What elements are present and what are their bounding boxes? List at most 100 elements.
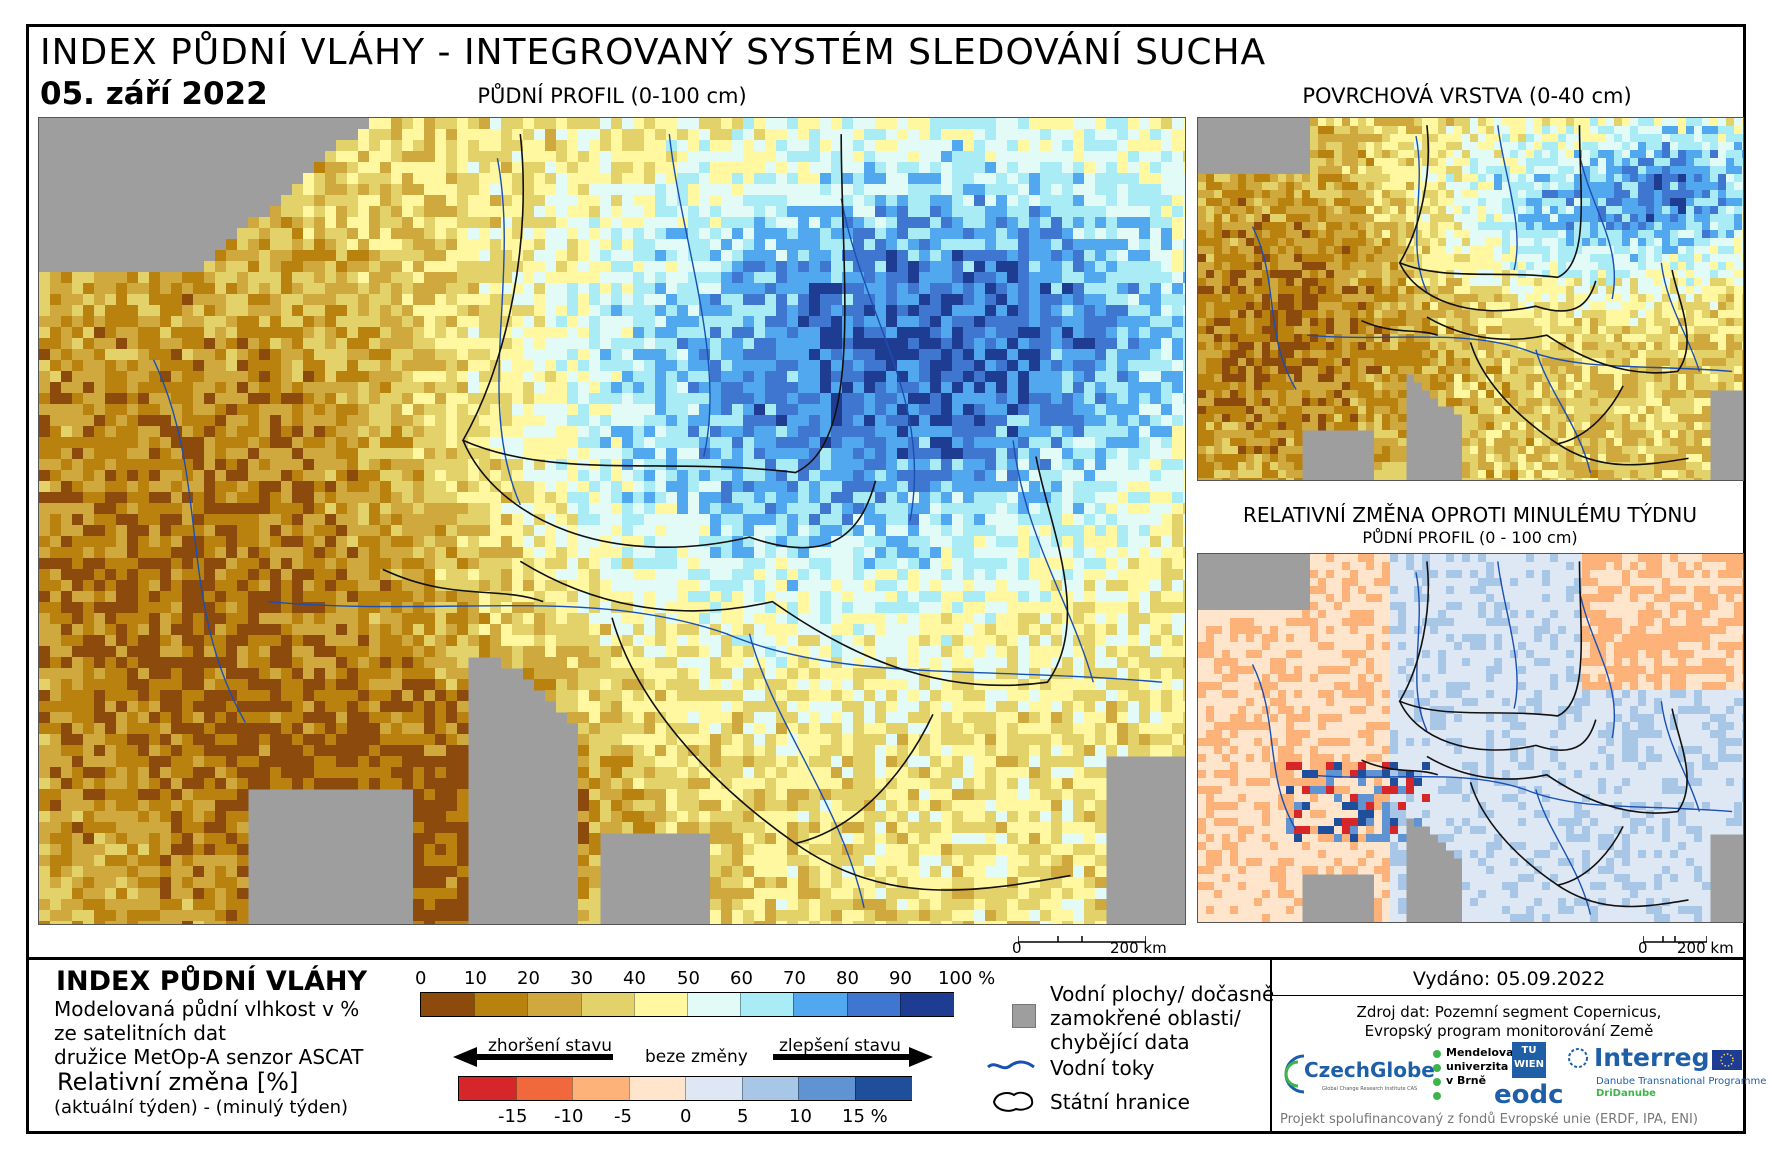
- change-color-swatch: [854, 1077, 912, 1100]
- surface-map-raster: [1198, 118, 1743, 480]
- index-tick: 30: [570, 968, 593, 989]
- legend-desc-1: Modelovaná půdní vlhkost v %: [54, 997, 360, 1021]
- main-scale-start: 0: [1012, 939, 1022, 957]
- change-tick: -15: [498, 1106, 528, 1127]
- index-color-swatch: [633, 993, 688, 1016]
- legend-title: INDEX PŮDNÍ VLÁHY: [56, 966, 368, 997]
- border-symbol: [990, 1088, 1036, 1114]
- surface-map-caption: POVRCHOVÁ VRSTVA (0-40 cm): [1302, 84, 1632, 108]
- river-symbol: [986, 1058, 1036, 1074]
- borders-label: Státní hranice: [1050, 1090, 1190, 1114]
- change-tick: 0: [680, 1106, 692, 1127]
- change-color-swatch: [515, 1077, 573, 1100]
- mendelu-line-2: univerzita: [1446, 1060, 1509, 1073]
- change-tick: 15 %: [842, 1106, 888, 1127]
- index-tick: 50: [677, 968, 700, 989]
- water-bodies-swatch: [1012, 1004, 1036, 1028]
- index-tick: 90: [889, 968, 912, 989]
- legend-divider: [26, 957, 1746, 960]
- index-color-bar: [420, 992, 954, 1017]
- change-scale-end: 200 km: [1677, 939, 1734, 957]
- interreg-text: Interreg: [1594, 1043, 1710, 1072]
- info-divider: [1270, 957, 1272, 1134]
- better-label: zlepšení stavu: [779, 1036, 901, 1056]
- change-color-swatch: [741, 1077, 799, 1100]
- tuwien-text: TU WIEN: [1514, 1045, 1544, 1070]
- surface-map-borders: [1361, 125, 1689, 466]
- tuwien-logo: TU WIEN: [1512, 1042, 1546, 1078]
- change-color-bar: [458, 1076, 912, 1101]
- change-tick: 10: [789, 1106, 812, 1127]
- page-title: INDEX PŮDNÍ VLÁHY - INTEGROVANÝ SYSTÉM S…: [40, 32, 1267, 73]
- water-bodies-label-1: Vodní plochy/ dočasně: [1050, 982, 1275, 1006]
- change-color-swatch: [572, 1077, 630, 1100]
- legend-change-desc: (aktuální týden) - (minulý týden): [54, 1097, 349, 1118]
- change-map-raster: [1198, 554, 1743, 922]
- czechglobe-text: CzechGlobe: [1304, 1058, 1435, 1082]
- index-color-swatch: [580, 993, 635, 1016]
- source-line-1: Zdroj dat: Pozemní segment Copernicus,: [1356, 1003, 1662, 1021]
- weekly-change-map: [1197, 553, 1744, 923]
- index-tick: 0: [415, 968, 427, 989]
- index-tick: 100 %: [938, 968, 996, 989]
- change-map-caption: RELATIVNÍ ZMĚNA OPROTI MINULÉMU TÝDNU: [1242, 503, 1697, 527]
- change-color-swatch: [798, 1077, 856, 1100]
- main-scale-end: 200 km: [1110, 939, 1167, 957]
- index-tick: 40: [623, 968, 646, 989]
- index-color-swatch: [527, 993, 582, 1016]
- source-line-2: Evropský program monitorování Země: [1364, 1022, 1654, 1040]
- change-tick-row: -15 -10 -5 0 5 10 15 %: [458, 1106, 928, 1128]
- main-map-rivers: [152, 134, 1163, 909]
- surface-soil-moisture-map: [1197, 117, 1744, 481]
- change-scale-bar: [1642, 929, 1708, 943]
- change-arrows: [453, 1042, 933, 1072]
- index-color-swatch: [687, 993, 742, 1016]
- nochange-label: beze změny: [645, 1047, 748, 1067]
- funding-note: Projekt spolufinancovaný z fondů Evropsk…: [1280, 1112, 1698, 1127]
- index-tick: 60: [730, 968, 753, 989]
- main-soil-moisture-map: [38, 117, 1186, 925]
- index-tick: 70: [783, 968, 806, 989]
- index-color-swatch: [846, 993, 901, 1016]
- legend-desc-3: družice MetOp-A senzor ASCAT: [54, 1045, 364, 1069]
- worse-label: zhoršení stavu: [488, 1036, 613, 1056]
- change-tick: -5: [614, 1106, 632, 1127]
- interreg-sub-2: DriDanube: [1596, 1088, 1656, 1099]
- issue-date-heading: 05. září 2022: [40, 76, 268, 112]
- mendelu-logo: Mendelova univerzita v Brně: [1432, 1046, 1514, 1116]
- change-map-borders: [1361, 561, 1689, 908]
- change-tick: -10: [554, 1106, 584, 1127]
- main-map-borders: [382, 134, 1071, 891]
- czechglobe-subtext: Global Change Research Institute CAS: [1322, 1086, 1418, 1092]
- index-tick-row: 0 10 20 30 40 50 60 70 80 90 100 %: [412, 968, 1012, 990]
- main-map-raster: [39, 118, 1185, 924]
- change-color-swatch: [628, 1077, 686, 1100]
- index-color-swatch: [899, 993, 954, 1016]
- index-color-swatch: [740, 993, 795, 1016]
- rivers-label: Vodní toky: [1050, 1056, 1155, 1080]
- mendelu-line-3: v Brně: [1446, 1074, 1487, 1087]
- index-tick: 20: [517, 968, 540, 989]
- change-map-rivers: [1251, 561, 1733, 915]
- water-bodies-label-3: chybějící data: [1050, 1030, 1190, 1054]
- index-color-swatch: [793, 993, 848, 1016]
- change-tick: 5: [737, 1106, 749, 1127]
- interreg-sub-1: Danube Transnational Programme: [1596, 1076, 1767, 1087]
- index-color-swatch: [474, 993, 529, 1016]
- index-color-swatch: [421, 993, 475, 1016]
- change-color-swatch: [459, 1077, 516, 1100]
- mendelu-line-1: Mendelova: [1446, 1046, 1514, 1059]
- index-tick: 80: [836, 968, 859, 989]
- eodc-logo: eodc: [1494, 1080, 1564, 1110]
- main-scale-bar: [1017, 929, 1147, 943]
- legend-desc-2: ze satelitních dat: [54, 1021, 226, 1045]
- change-scale-start: 0: [1638, 939, 1648, 957]
- legend-change-title: Relativní změna [%]: [57, 1068, 299, 1096]
- change-color-swatch: [685, 1077, 743, 1100]
- main-map-caption: PŮDNÍ PROFIL (0-100 cm): [477, 84, 747, 108]
- issued-date: Vydáno: 05.09.2022: [1412, 968, 1606, 990]
- issued-underline: [1272, 995, 1746, 996]
- index-tick: 10: [464, 968, 487, 989]
- interreg-logo: Interreg Danube Transnational Programme …: [1566, 1040, 1766, 1114]
- water-bodies-label-2: zamokřené oblasti/: [1050, 1006, 1241, 1030]
